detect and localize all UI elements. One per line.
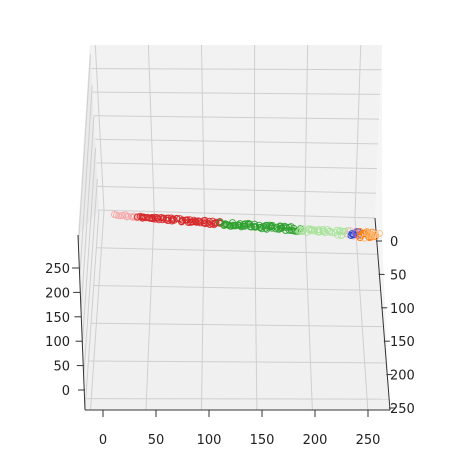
x-tick-label: 250 — [356, 433, 381, 448]
left-tick-label: 50 — [53, 360, 70, 375]
right-tick-label: 250 — [390, 402, 415, 417]
x-tick-label: 0 — [99, 433, 107, 448]
left-tick-label: 0 — [62, 384, 70, 399]
left-tick-label: 150 — [45, 311, 70, 326]
x-tick-label: 50 — [148, 433, 165, 448]
floor-pane — [78, 210, 390, 410]
x-tick-label: 150 — [250, 433, 275, 448]
right-tick-label: 50 — [390, 268, 407, 283]
right-tick-label: 0 — [390, 235, 398, 250]
left-tick-label: 200 — [45, 286, 70, 301]
right-tick-label: 200 — [390, 369, 415, 384]
right-tick-label: 100 — [390, 302, 415, 317]
right-tick-label: 150 — [390, 335, 415, 350]
x-tick-label: 200 — [303, 433, 328, 448]
x-tick-label: 100 — [197, 433, 222, 448]
left-tick-label: 250 — [45, 262, 70, 277]
left-tick-label: 100 — [45, 335, 70, 350]
